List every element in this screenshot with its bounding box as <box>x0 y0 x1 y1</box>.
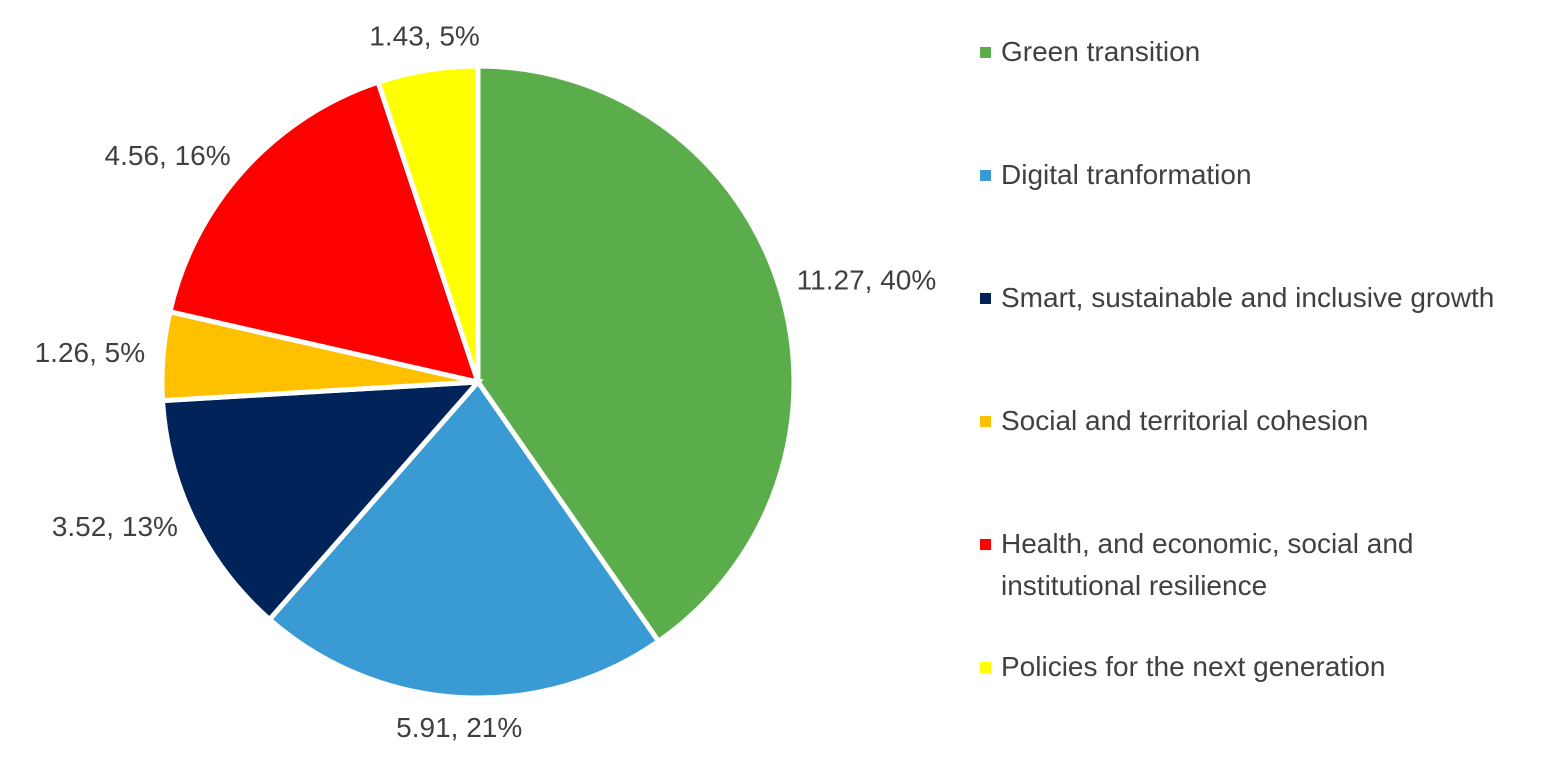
legend-item: Health, and economic, social and institu… <box>980 523 1560 607</box>
pie-slice <box>475 63 797 645</box>
data-label: 1.43, 5% <box>369 21 480 52</box>
legend-swatch <box>980 539 991 550</box>
legend-item: Smart, sustainable and inclusive growth <box>980 277 1560 319</box>
pie-area: 11.27, 40% 5.91, 21% 3.52, 13% 1.26, 5% 4.56… <box>35 21 937 743</box>
data-label: 3.52, 13% <box>52 511 178 542</box>
data-label: 4.56, 16% <box>105 140 231 171</box>
legend-swatch <box>980 293 991 304</box>
legend-item: Social and territorial cohesion <box>980 400 1560 442</box>
data-label: 11.27, 40% <box>797 264 937 295</box>
pie-slice <box>265 377 663 701</box>
legend-item: Policies for the next generation <box>980 646 1560 688</box>
legend-item: Digital tranformation <box>980 154 1560 196</box>
legend-swatch <box>980 47 991 58</box>
legend-label: Policies for the next generation <box>1001 651 1386 682</box>
legend-swatch <box>980 170 991 181</box>
data-label: 1.26, 5% <box>35 337 146 368</box>
legend-label: Health, and economic, social and institu… <box>1001 528 1414 601</box>
legend-label: Digital tranformation <box>1001 159 1252 190</box>
legend-swatch <box>980 416 991 427</box>
legend-item: Green transition <box>980 31 1560 73</box>
legend-swatch <box>980 662 991 673</box>
legend-label: Green transition <box>1001 36 1201 67</box>
legend-label: Smart, sustainable and inclusive growth <box>1001 282 1495 313</box>
pie-slice <box>374 63 481 383</box>
legend-label: Social and territorial cohesion <box>1001 405 1369 436</box>
pie-slice <box>159 379 484 623</box>
data-label: 5.91, 21% <box>396 712 522 743</box>
